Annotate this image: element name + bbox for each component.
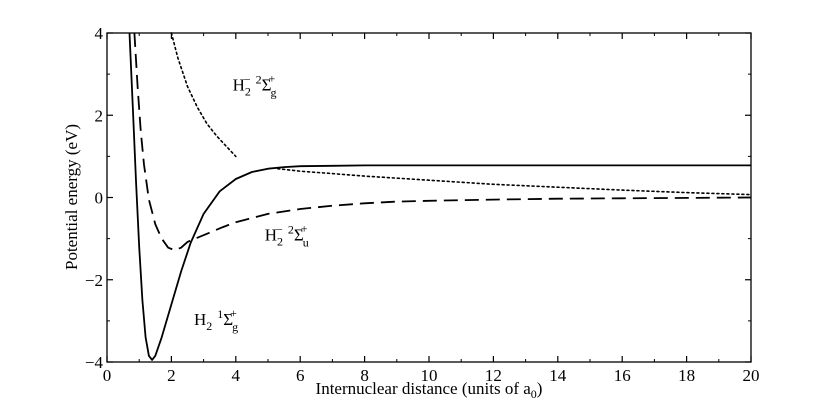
y-axis-title: Potential energy (eV) [62,124,81,270]
x-tick-label: 16 [614,366,631,385]
y-tick-labels: −4 −2 0 2 4 [85,24,104,372]
x-tick-label: 0 [103,366,112,385]
y-tick-label: −4 [85,353,104,372]
x-tick-label: 20 [743,366,760,385]
x-axis-title: Internuclear distance (units of a0) [316,379,543,401]
x-tick-label: 8 [360,366,369,385]
annotation-huminus: H2− 2Σu+ [265,222,309,250]
curve-dashed-1 [133,32,752,251]
x-tick-label: 10 [421,366,438,385]
annotation-hg1: H21Σg+ [194,306,238,334]
curve-dotted-2 [170,32,237,158]
curve-annotations: H2− 2Σg+ H2− 2Σu+ H21Σg+ [194,72,309,334]
annotation-hgminus: H2− 2Σg+ [233,72,277,100]
curve-solid-0 [128,32,751,361]
x-tick-label: 14 [549,366,567,385]
x-tick-label: 2 [167,366,176,385]
x-tick-labels: 0 2 4 6 8 10 12 14 16 18 20 [103,366,760,385]
y-tick-label: 2 [95,106,104,125]
curves [128,32,752,361]
y-tick-label: 0 [95,189,104,208]
x-tick-label: 6 [296,366,305,385]
x-tick-label: 4 [232,366,241,385]
y-tick-label: −2 [85,271,103,290]
y-tick-label: 4 [95,24,104,43]
tick-marks [106,32,752,363]
x-tick-label: 18 [678,366,695,385]
curve-dotted-3 [276,167,752,196]
x-tick-label: 12 [485,366,502,385]
